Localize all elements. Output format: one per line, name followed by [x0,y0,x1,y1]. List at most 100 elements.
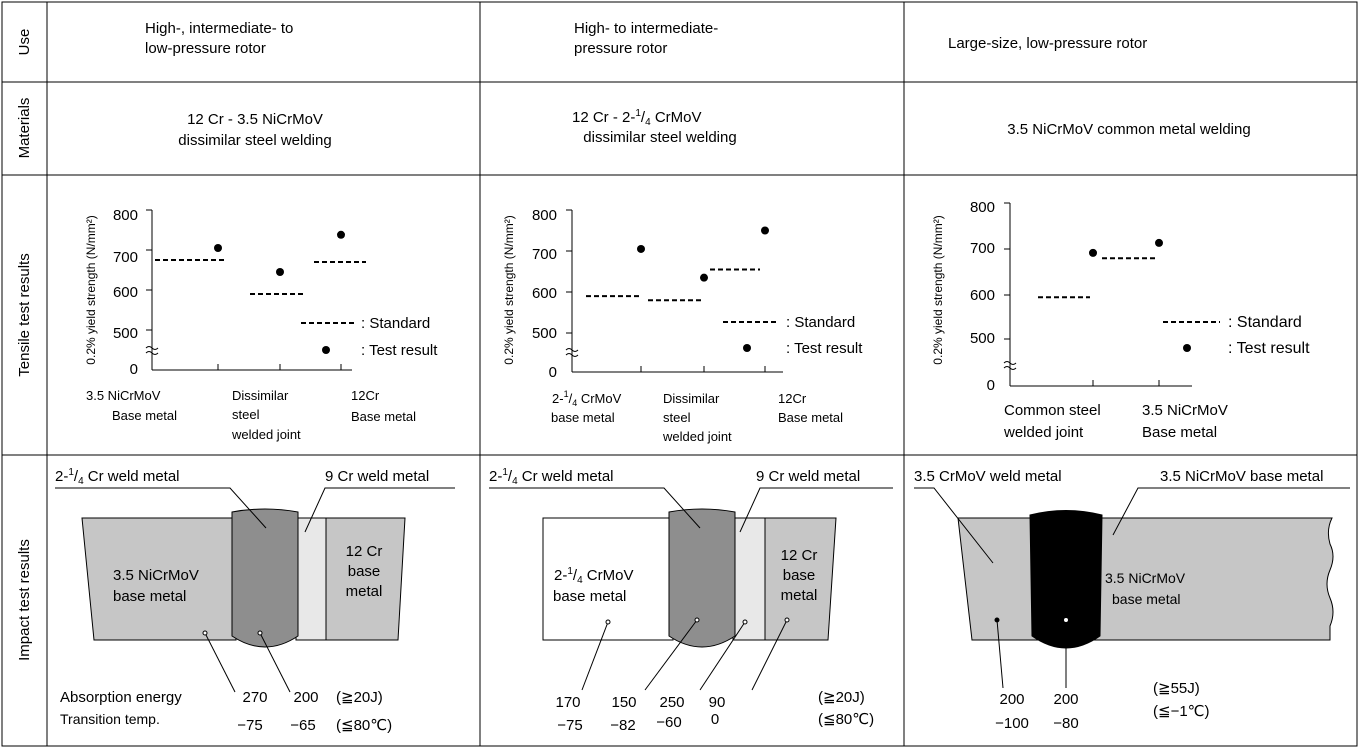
chart1-marks [155,230,366,295]
weld1-base-left [81,517,237,641]
materials-col3-line1: 3.5 NiCrMoV common metal welding [1007,121,1250,138]
impact1-zone1-line2: base metal [113,588,186,605]
chart1-cat1-line2: Base metal [112,408,177,423]
tensile-panel-2: 0.2% yield strength (N/mm²) 800 700 600 … [502,207,863,444]
materials-col1-line1: 12 Cr - 3.5 NiCrMoV [187,111,323,128]
materials-col1-line2: dissimilar steel welding [178,132,331,149]
use-text-col3-line1: Large-size, low-pressure rotor [948,35,1147,52]
chart1-test-point-1 [214,244,222,252]
weld2-21-4cr-metal [668,508,736,648]
chart1-ylabel: 0.2% yield strength (N/mm²) [84,215,98,364]
chart2-legend-test: : Test result [786,340,863,357]
use-text-col2-line1: High- to intermediate- [574,20,718,37]
chart2-cat2-line2: steel [663,410,691,425]
chart3-cat2-line2: Base metal [1142,424,1217,441]
chart2-cat1-line2: base metal [551,410,615,425]
impact2-req-temp: (≦80℃) [818,711,874,728]
chart2-cat3-line2: Base metal [778,410,843,425]
impact1-abs-1: 270 [242,689,267,706]
chart3-cat2-line1: 3.5 NiCrMoV [1142,402,1228,419]
materials-col2-line2: dissimilar steel welding [583,129,736,146]
impact2-temp-2: −82 [610,717,635,734]
chart2-cat2-line3: welded joint [662,429,732,444]
use-text-col1-line2: low-pressure rotor [145,40,266,57]
impact2-zone3-line2: base [783,567,816,584]
chart3-tick-800: 800 [970,199,995,216]
chart1-tick-800: 800 [113,207,138,224]
chart2-ylabel: 0.2% yield strength (N/mm²) [502,215,516,364]
chart3-tick-500: 500 [970,330,995,347]
impact2-zone3-line3: metal [781,587,818,604]
tensile-panel-1: 0.2% yield strength (N/mm²) 800 700 600 … [84,207,438,442]
chart3-test-point-1 [1089,248,1097,257]
chart3-ylabel: 0.2% yield strength (N/mm²) [931,215,945,364]
impact1-zone3-line1: 12 Cr [346,543,383,560]
chart2-tick-600: 600 [532,285,557,302]
impact3-label-left: 3.5 CrMoV weld metal [914,468,1062,485]
chart1-cat2-line1: Dissimilar [232,388,289,403]
impact1-zone3-line2: base [348,563,381,580]
chart1-tick-700: 700 [113,249,138,266]
impact1-req-temp: (≦80℃) [336,717,392,734]
chart1-cat1-line1: 3.5 NiCrMoV [86,388,161,403]
chart1-cat3-line1: 12Cr [351,388,380,403]
impact3-abs-2: 200 [1053,691,1078,708]
chart1-legend-standard: : Standard [361,315,430,332]
chart1-cat2-line2: steel [232,407,260,422]
impact2-temp-1: −75 [557,717,582,734]
impact2-abs-4: 90 [709,694,726,711]
impact1-temp-2: −65 [290,717,315,734]
impact3-temp-2: −80 [1053,715,1078,732]
chart1-tick-0: 0 [130,361,138,378]
impact3-req-temp: (≦−1℃) [1153,703,1210,720]
chart1-tick-600: 600 [113,284,138,301]
chart2-legend: : Standard : Test result [723,314,863,357]
chart3-tick-600: 600 [970,287,995,304]
row-labels: Use Materials Tensile test results Impac… [16,29,33,661]
chart2-test-point-3 [761,226,769,235]
impact2-zone1-line1: 2-1/4 CrMoV [554,566,633,586]
chart1-test-point-2 [276,268,284,276]
impact2-temp-4: 0 [711,711,719,728]
impact3-zone2-line1: 3.5 NiCrMoV [1105,570,1186,586]
impact1-absorption-label: Absorption energy [60,689,182,706]
impact1-abs-2: 200 [293,689,318,706]
chart1-cat2-line3: welded joint [231,427,301,442]
impact2-temp-3: −60 [656,714,681,731]
impact-panel-1: 2-1/4 Cr weld metal 9 Cr weld metal 3.5 … [55,467,455,734]
chart3-tick-0: 0 [987,377,995,394]
use-text-col2-line2: pressure rotor [574,40,667,57]
impact3-zone2-line2: base metal [1112,591,1180,607]
impact1-zone3-line3: metal [346,583,383,600]
weld1-21-4cr-metal [231,508,299,648]
chart3-marks [1038,238,1163,299]
chart2-cat2-line1: Dissimilar [663,391,720,406]
impact-panel-2: 2-1/4 Cr weld metal 9 Cr weld metal 2-1/… [489,467,893,734]
row-label-impact: Impact test results [16,539,33,661]
impact-panel-3: 3.5 CrMoV weld metal 3.5 NiCrMoV base me… [914,468,1350,732]
materials-row: 12 Cr - 3.5 NiCrMoV dissimilar steel wel… [178,108,1250,149]
chart1-legend-test: : Test result [361,342,438,359]
impact2-abs-3: 250 [659,694,684,711]
chart2-test-point-2 [700,273,708,282]
use-text-col1-line1: High-, intermediate- to [145,20,293,37]
chart1-legend: : Standard : Test result [301,315,438,359]
chart1-test-point-3 [337,230,345,239]
chart1-tick-500: 500 [113,325,138,342]
chart2-tick-800: 800 [532,207,557,224]
chart2-marks [586,226,769,302]
chart2-cat1-line1: 2-1/4 CrMoV [552,389,622,408]
chart3-legend-test: : Test result [1228,340,1310,357]
impact2-label-right: 9 Cr weld metal [756,468,860,485]
chart2-cat3-line1: 12Cr [778,391,807,406]
chart3-cat1-line1: Common steel [1004,402,1101,419]
chart3-legend-standard: : Standard [1228,314,1302,331]
impact2-zone1-line2: base metal [553,588,626,605]
chart3-tick-700: 700 [970,240,995,257]
impact1-transition-label: Transition temp. [60,711,160,727]
impact2-abs-1: 170 [555,694,580,711]
chart3-cat1-line2: welded joint [1003,424,1084,441]
impact3-label-right: 3.5 NiCrMoV base metal [1160,468,1323,485]
